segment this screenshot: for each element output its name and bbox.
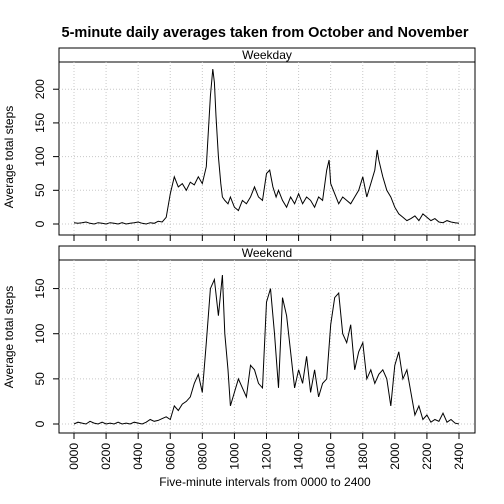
chart-title: 5-minute daily averages taken from Octob… (62, 25, 469, 41)
y-tick-label: 50 (33, 183, 47, 197)
y-axis-label-weekday: Average total steps (2, 106, 16, 209)
panel-weekday: Weekday 0 50 100 150 200 (33, 48, 475, 235)
x-tick-label: 1000 (227, 443, 241, 470)
x-tick-label: 0600 (163, 443, 177, 470)
y-ticks-weekend: 0 50 100 150 (33, 278, 59, 427)
y-axis-label-weekend: Average total steps (2, 286, 16, 389)
y-ticks-weekday: 0 50 100 150 200 (33, 79, 59, 227)
strip-label-weekend: Weekend (242, 246, 292, 260)
x-tick-label: 1800 (356, 443, 370, 470)
x-tick-label: 0800 (195, 443, 209, 470)
x-tick-label: 2000 (388, 443, 402, 470)
x-axis-label: Five-minute intervals from 0000 to 2400 (159, 475, 371, 489)
x-tick-label: 0400 (131, 443, 145, 470)
x-tick-label: 1200 (260, 443, 274, 470)
x-tick-label: 2400 (452, 443, 466, 470)
panel-weekend: Weekend 0 50 100 150 (33, 246, 475, 433)
y-tick-label: 200 (33, 79, 47, 99)
y-tick-label: 100 (33, 146, 47, 166)
y-tick-label: 150 (33, 278, 47, 298)
x-tick-label: 2200 (420, 443, 434, 470)
strip-label-weekday: Weekday (242, 48, 292, 62)
y-tick-label: 0 (33, 420, 47, 427)
y-tick-label: 100 (33, 323, 47, 343)
x-tick-label: 1400 (292, 443, 306, 470)
y-tick-label: 50 (33, 372, 47, 386)
x-tick-label: 0200 (99, 443, 113, 470)
y-tick-label: 150 (33, 113, 47, 133)
y-tick-label: 0 (33, 220, 47, 227)
x-tick-label: 0000 (67, 443, 81, 470)
x-tick-label: 1600 (324, 443, 338, 470)
